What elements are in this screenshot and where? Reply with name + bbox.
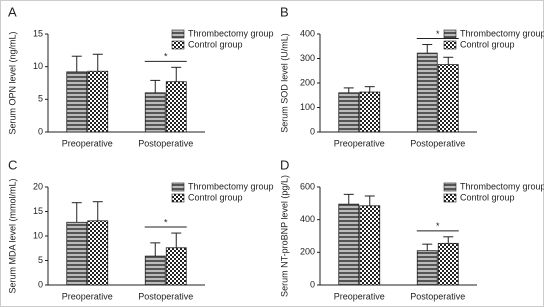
x-tick-label: Preoperative: [334, 291, 385, 301]
y-tick-label: 600: [300, 181, 315, 191]
legend-swatch: [171, 40, 185, 50]
x-tick-label: Preoperative: [62, 291, 113, 301]
panel-label: C: [8, 157, 17, 172]
y-tick-label: 0: [310, 126, 315, 136]
significance-label: *: [164, 217, 168, 227]
legend-label: Control group: [188, 39, 243, 49]
bar: [87, 220, 109, 286]
bar: [359, 91, 381, 133]
legend-label: Thrombectomy group: [188, 28, 274, 38]
legend-swatch: [443, 40, 457, 50]
legend-label: Control group: [460, 39, 515, 49]
bar: [416, 52, 438, 133]
legend-label: Thrombectomy group: [460, 28, 544, 38]
bar: [437, 64, 459, 133]
significance-label: *: [436, 221, 440, 231]
y-tick-label: 15: [33, 28, 43, 38]
legend-swatch: [443, 29, 457, 39]
x-tick-label: Postoperative: [410, 291, 465, 301]
legend-swatch: [443, 182, 457, 192]
legend-swatch: [171, 193, 185, 203]
legend-label: Control group: [188, 192, 243, 202]
bar: [165, 81, 187, 133]
bar: [416, 250, 438, 286]
legend-label: Control group: [460, 192, 515, 202]
bar: [338, 92, 360, 133]
x-tick-label: Postoperative: [410, 138, 465, 148]
bar: [87, 70, 109, 133]
y-tick-label: 300: [300, 53, 315, 63]
panel-label: B: [280, 4, 289, 19]
significance-label: *: [436, 29, 440, 39]
x-tick-label: Preoperative: [62, 138, 113, 148]
y-tick-label: 400: [300, 28, 315, 38]
y-tick-label: 10: [33, 230, 43, 240]
bar: [66, 71, 88, 133]
y-tick-label: 20: [33, 181, 43, 191]
legend-label: Thrombectomy group: [460, 181, 544, 191]
y-tick-label: 15: [33, 206, 43, 216]
y-tick-label: 0: [310, 279, 315, 289]
bar: [165, 247, 187, 286]
bar: [144, 255, 166, 286]
y-axis-label: Serum MDA level (mmol/mL): [7, 178, 17, 293]
y-axis-label: Serum SOD level (U/mL): [279, 33, 289, 133]
bar: [66, 221, 88, 286]
legend-swatch: [171, 182, 185, 192]
bar: [338, 203, 360, 286]
y-tick-label: 5: [38, 94, 43, 104]
panel-label: A: [8, 4, 17, 19]
y-axis-label: Serum OPN level (ng/mL): [7, 31, 17, 134]
bar: [359, 205, 381, 286]
bar: [437, 242, 459, 286]
x-tick-label: Postoperative: [138, 138, 193, 148]
y-tick-label: 200: [300, 247, 315, 257]
y-tick-label: 400: [300, 214, 315, 224]
legend-swatch: [443, 193, 457, 203]
y-tick-label: 200: [300, 77, 315, 87]
y-tick-label: 0: [38, 279, 43, 289]
x-tick-label: Postoperative: [138, 291, 193, 301]
y-tick-label: 5: [38, 255, 43, 265]
y-axis-label: Serum NT-proBNP level (pg/L): [279, 175, 289, 297]
legend-swatch: [171, 29, 185, 39]
y-tick-label: 100: [300, 102, 315, 112]
bar: [144, 92, 166, 133]
significance-label: *: [164, 52, 168, 62]
y-tick-label: 10: [33, 61, 43, 71]
panel-label: D: [280, 157, 289, 172]
x-tick-label: Preoperative: [334, 138, 385, 148]
legend-label: Thrombectomy group: [188, 181, 274, 191]
y-tick-label: 0: [38, 126, 43, 136]
